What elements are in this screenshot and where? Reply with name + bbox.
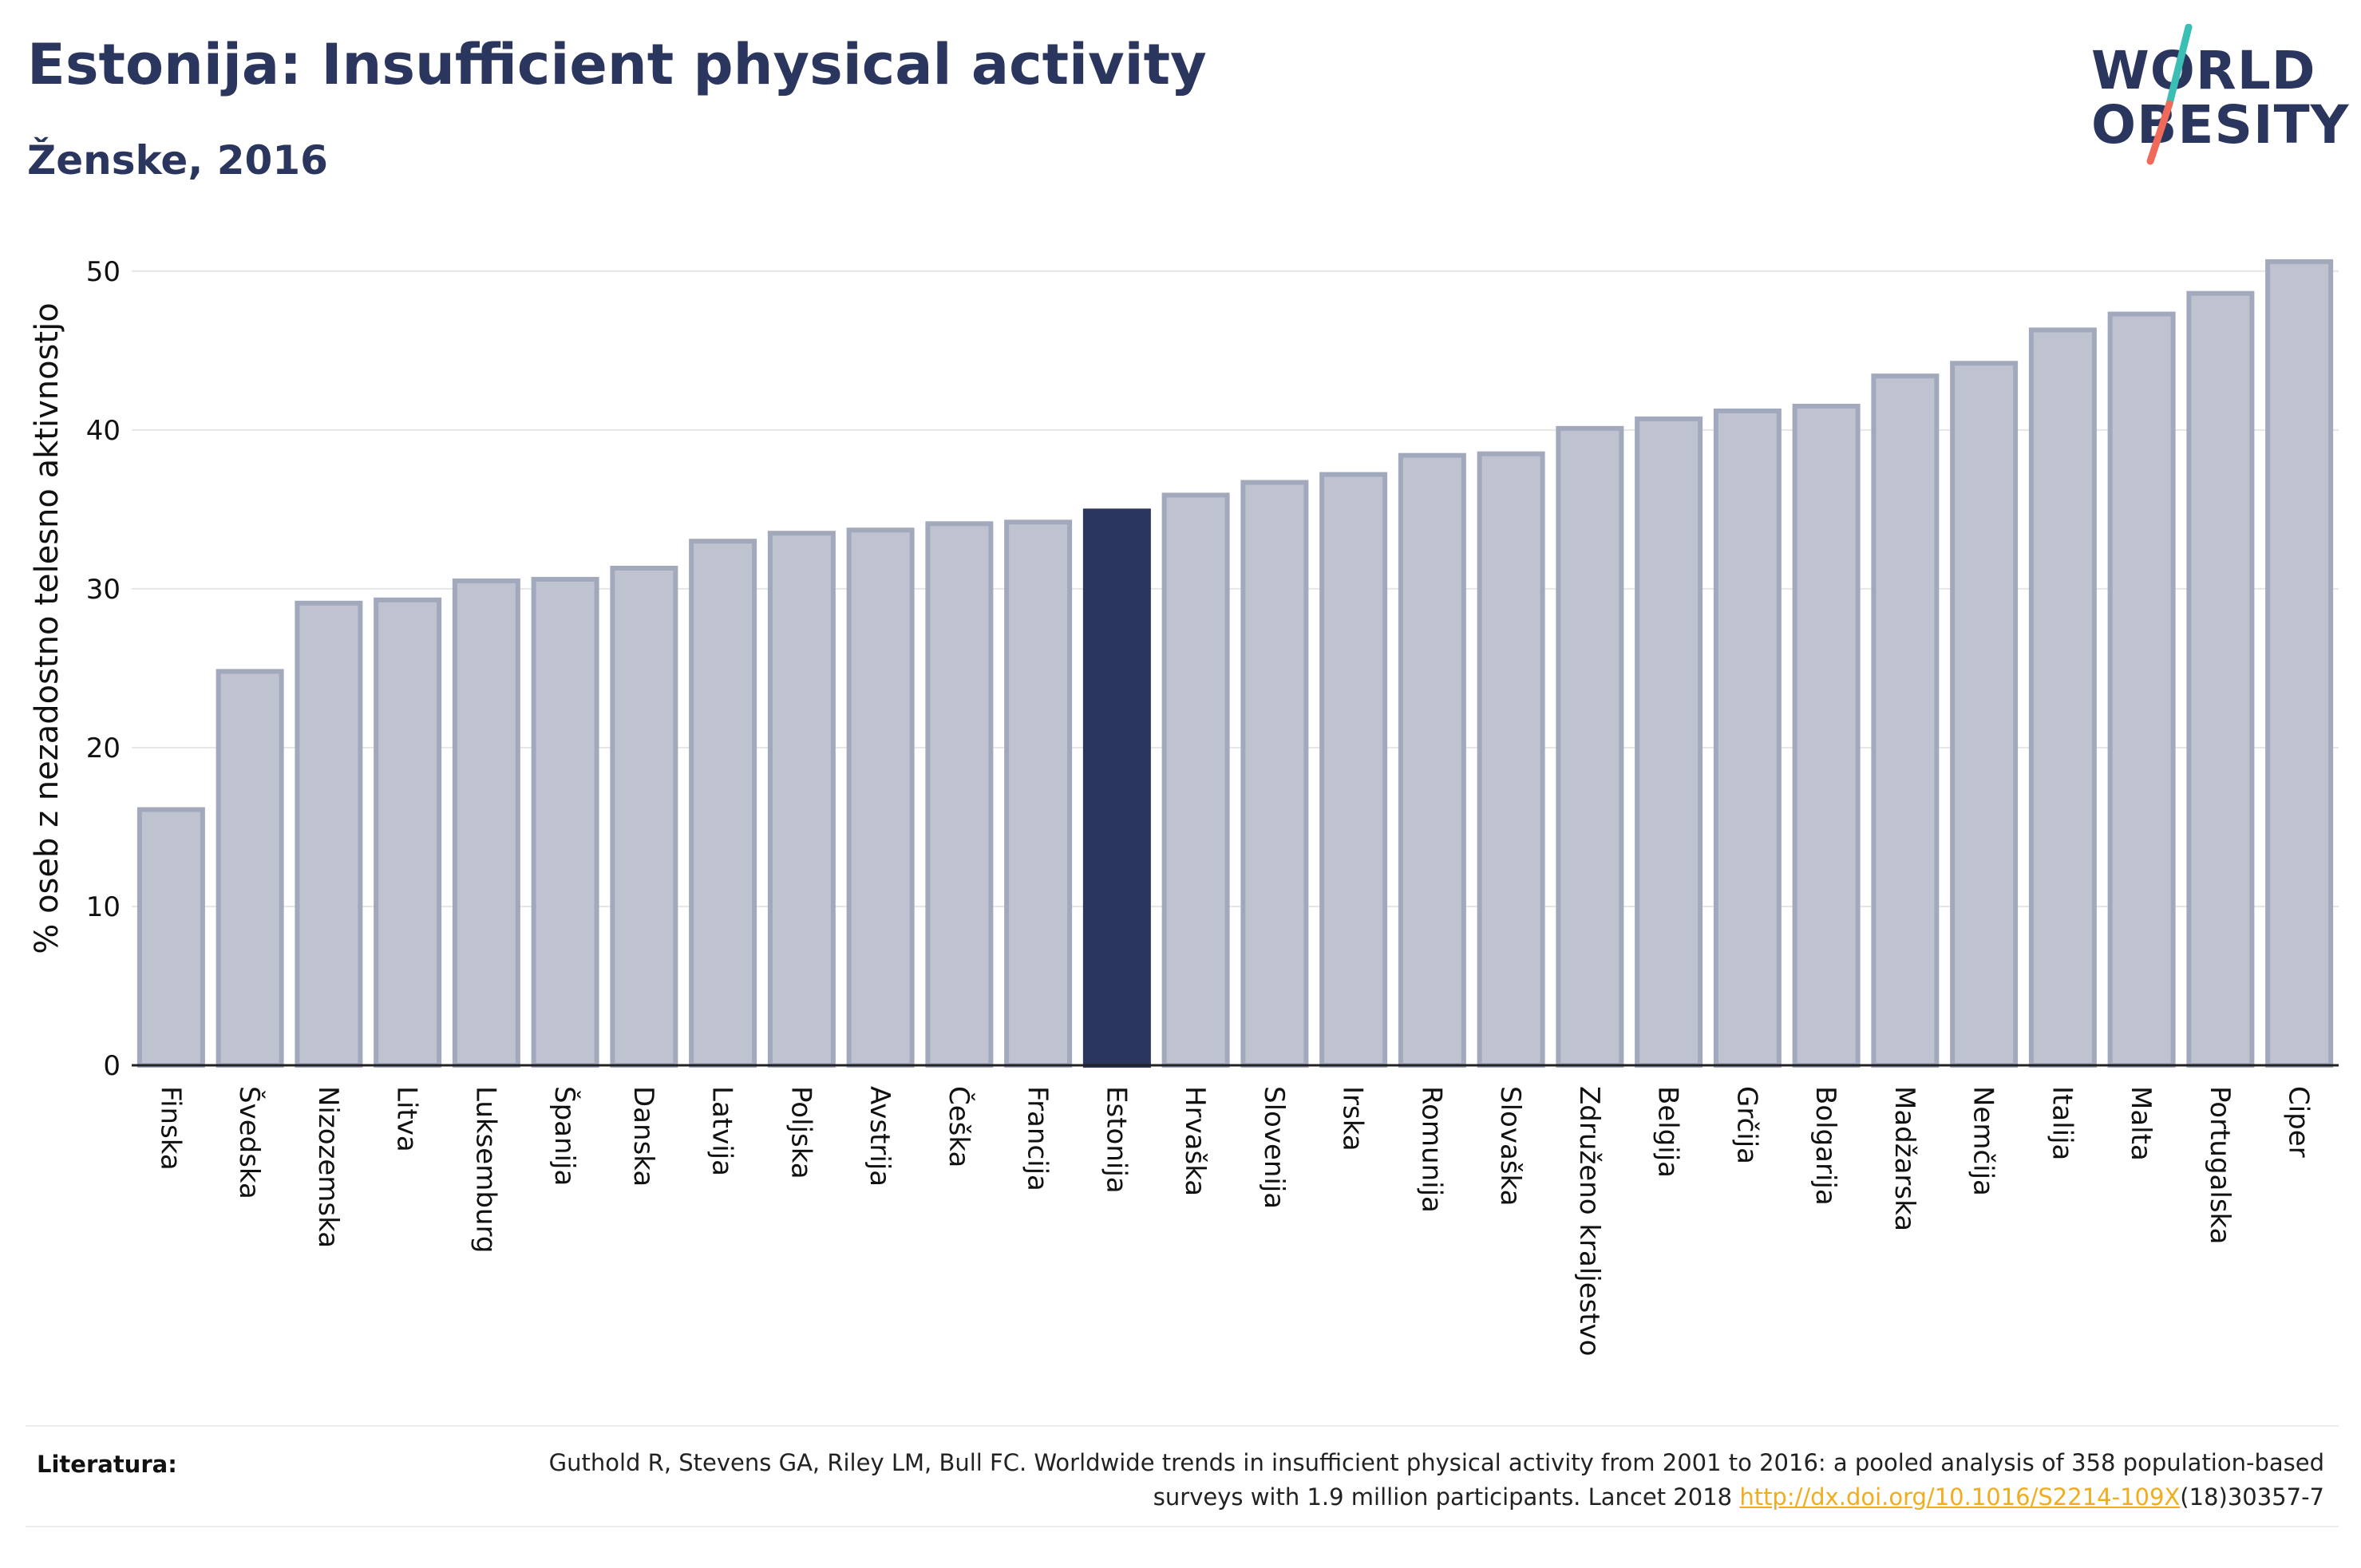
x-tick-label: Grčija <box>1730 1086 1762 1164</box>
bar <box>1713 408 1782 1068</box>
bar <box>1635 416 1703 1068</box>
x-tick-label: Luksemburg <box>469 1086 501 1253</box>
y-tick-label: 10 <box>86 891 121 923</box>
x-tick-label: Italija <box>2046 1086 2078 1160</box>
bar <box>1161 492 1230 1068</box>
footer-label: Literatura: <box>37 1451 177 1478</box>
x-tick-label: Romunija <box>1415 1086 1447 1213</box>
bar <box>1004 519 1073 1068</box>
page-subtitle: Ženske, 2016 <box>27 137 328 184</box>
bar <box>374 597 442 1068</box>
x-tick-label: Belgija <box>1652 1086 1684 1178</box>
footer-reference: Guthold R, Stevens GA, Riley LM, Bull FC… <box>488 1446 2324 1515</box>
bar <box>1556 425 1624 1068</box>
footer-bottom-divider <box>26 1526 2339 1527</box>
bar <box>2265 259 2334 1068</box>
x-tick-label: Združeno kraljestvo <box>1573 1086 1605 1357</box>
bar <box>531 576 599 1068</box>
reference-suffix: (18)30357-7 <box>2180 1483 2324 1511</box>
bar <box>1398 452 1466 1068</box>
logo-slash-icon <box>2146 24 2193 165</box>
bar <box>295 600 363 1068</box>
y-tick-label: 40 <box>86 415 121 447</box>
x-tick-label: Nemčija <box>1968 1086 1999 1196</box>
bar <box>925 521 994 1068</box>
x-tick-label: Švedska <box>233 1086 266 1199</box>
doi-link[interactable]: http://dx.doi.org/10.1016/S2214-109X <box>1739 1483 2181 1511</box>
x-tick-label: Finska <box>154 1086 186 1171</box>
x-tick-label: Ciper <box>2283 1086 2315 1158</box>
x-tick-label: Poljska <box>785 1086 817 1179</box>
bar <box>2107 311 2176 1068</box>
bar <box>610 566 678 1068</box>
x-tick-label: Bolgarija <box>1809 1086 1841 1206</box>
y-tick-label: 0 <box>103 1050 121 1082</box>
bar <box>1950 361 2019 1068</box>
x-tick-label: Slovaška <box>1494 1086 1526 1206</box>
x-tick-label: Estonija <box>1100 1086 1132 1194</box>
bar <box>136 807 205 1068</box>
x-tick-label: Portugalska <box>2204 1086 2236 1244</box>
x-tick-label: Češka <box>943 1086 975 1167</box>
world-obesity-logo: WORLD OBESITY <box>2075 24 2350 168</box>
bar <box>1240 480 1309 1068</box>
reference-text: Guthold R, Stevens GA, Riley LM, Bull FC… <box>548 1449 2324 1511</box>
bar <box>689 539 757 1068</box>
page-title: Estonija: Insufficient physical activity <box>27 32 1207 97</box>
y-tick-label: 30 <box>86 574 121 606</box>
x-tick-label: Španija <box>548 1086 581 1186</box>
x-tick-label: Slovenija <box>1258 1086 1290 1209</box>
bar-highlight <box>1082 508 1151 1068</box>
x-tick-label: Avstrija <box>864 1086 896 1187</box>
logo-word-world: WORLD <box>2091 40 2316 101</box>
bar <box>452 578 520 1068</box>
x-tick-label: Litva <box>391 1086 423 1152</box>
footer-top-divider <box>26 1425 2339 1427</box>
bar <box>2186 290 2255 1068</box>
x-tick-label: Madžarska <box>1888 1086 1920 1231</box>
bar <box>1477 451 1545 1068</box>
y-tick-label: 50 <box>86 256 121 288</box>
bar <box>846 527 915 1068</box>
bar <box>216 669 284 1068</box>
bar <box>1871 373 1940 1068</box>
x-tick-label: Francija <box>1022 1086 1054 1191</box>
x-tick-label: Irska <box>1337 1086 1369 1151</box>
x-tick-label: Danska <box>627 1086 659 1187</box>
bar <box>1792 403 1861 1068</box>
bar <box>1319 472 1388 1068</box>
x-tick-label: Nizozemska <box>312 1086 344 1248</box>
x-tick-label: Malta <box>2125 1086 2157 1161</box>
bar <box>2028 327 2097 1068</box>
x-tick-label: Latvija <box>706 1086 738 1176</box>
logo-word-obesity: OBESITY <box>2091 94 2350 156</box>
x-tick-label: Hrvaška <box>1179 1086 1211 1196</box>
y-tick-label: 20 <box>86 733 121 764</box>
y-axis-title: % oseb z nezadostno telesno aktivnostjo <box>29 302 65 954</box>
bar <box>767 531 836 1068</box>
bar-chart: 0 10 20 30 40 50 % oseb z nezadostno telesno a… <box>29 256 2339 1357</box>
